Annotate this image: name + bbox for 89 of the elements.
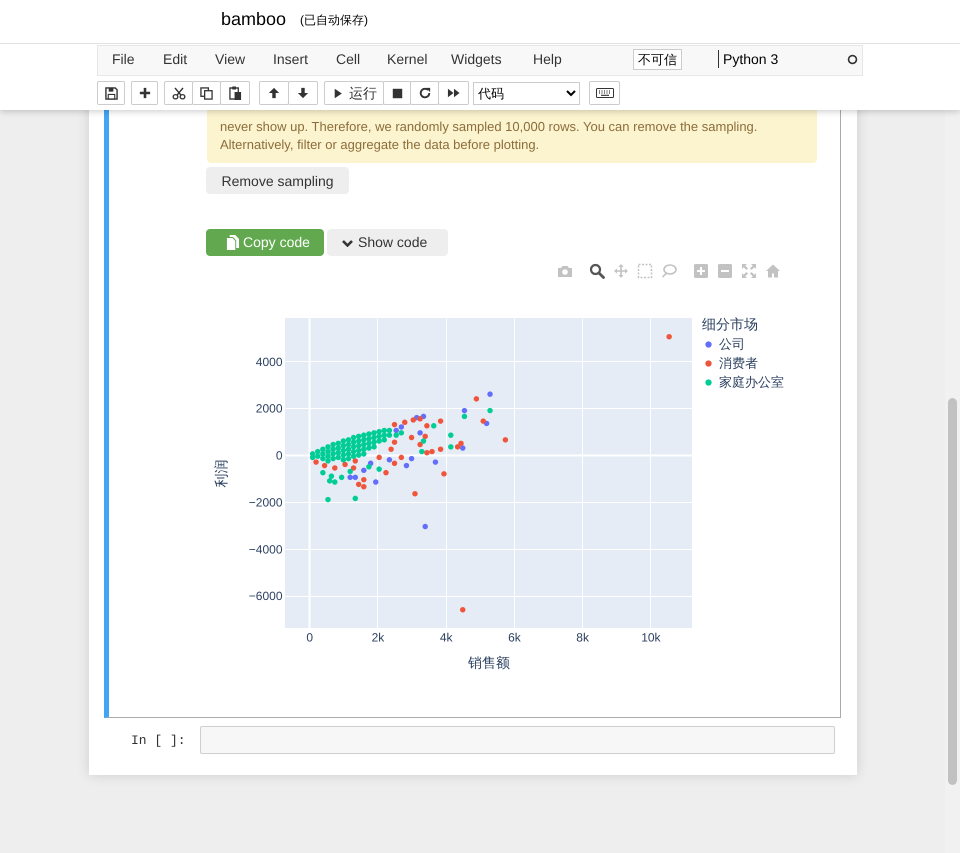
point <box>393 428 399 434</box>
point <box>417 416 423 422</box>
x-tick-label: 0 <box>306 630 314 644</box>
point <box>408 434 414 440</box>
point <box>373 479 378 485</box>
point <box>352 474 358 480</box>
text: Insert <box>273 50 308 68</box>
point <box>388 446 394 452</box>
text: View <box>215 50 246 68</box>
y-tick-label: 2000 <box>256 402 283 416</box>
y-tick-label: 0 <box>276 448 283 463</box>
point <box>356 482 362 488</box>
text: 不可信 <box>633 49 682 70</box>
point <box>322 462 328 468</box>
y-tick-label: −6000 <box>248 589 283 604</box>
point <box>429 448 435 454</box>
legend-label: 家庭办公室 <box>719 374 784 390</box>
point <box>402 420 408 426</box>
point <box>422 434 428 440</box>
point <box>361 476 367 482</box>
point <box>313 459 319 465</box>
text: Cell <box>336 50 360 68</box>
point <box>361 484 367 490</box>
point <box>361 468 367 474</box>
point <box>386 457 392 462</box>
y-tick-label: 4000 <box>256 354 283 369</box>
text: Widgets <box>451 50 502 68</box>
x-tick-label: 8k <box>576 630 590 644</box>
point <box>398 424 404 430</box>
text: 代码 <box>473 82 580 105</box>
y-axis-title: 利润 <box>212 460 229 488</box>
point <box>454 444 460 450</box>
point <box>462 408 468 414</box>
point <box>480 418 486 424</box>
point <box>412 491 418 496</box>
point <box>460 606 466 612</box>
point <box>487 391 493 397</box>
point <box>404 462 410 468</box>
text: Copy code <box>243 234 310 251</box>
text: Alternatively, filter or aggregate the data before plotting. <box>220 136 540 154</box>
legend-label: 公司 <box>719 336 745 352</box>
point <box>474 396 480 402</box>
text: Edit <box>163 50 188 68</box>
point <box>502 437 508 443</box>
point <box>392 460 398 466</box>
point <box>432 459 438 465</box>
text: Remove sampling <box>206 167 349 194</box>
y-tick-label: −2000 <box>248 495 283 510</box>
text: 运行 <box>349 85 377 102</box>
text: bamboo <box>221 9 286 30</box>
point <box>408 456 414 462</box>
point <box>417 430 423 436</box>
point <box>422 524 428 530</box>
point <box>392 439 398 445</box>
point <box>417 442 423 448</box>
point <box>424 423 430 429</box>
point <box>347 474 353 480</box>
point <box>424 450 430 456</box>
x-tick-label: 4k <box>440 630 454 644</box>
point <box>352 458 358 464</box>
x-tick-label: 2k <box>372 630 386 644</box>
point <box>398 454 404 460</box>
text: (已自动保存) <box>300 13 368 28</box>
text: File <box>112 50 135 68</box>
point <box>410 417 416 423</box>
point <box>441 471 447 477</box>
point <box>438 446 444 452</box>
legend-label: 消费者 <box>719 356 758 370</box>
point <box>376 454 382 460</box>
x-axis-title: 销售额 <box>467 654 510 670</box>
text: Kernel <box>387 50 428 68</box>
point <box>383 470 389 476</box>
text: In [ ]: <box>131 733 186 749</box>
legend-title: 细分市场 <box>702 316 758 332</box>
point <box>458 440 464 446</box>
point <box>438 418 444 424</box>
text: never show up. Therefore, we randomly sampled 10,000 rows. You can remove the sampling. <box>220 118 758 136</box>
point <box>460 445 466 451</box>
text: Python 3 <box>718 50 778 68</box>
x-tick-label: 10k <box>641 630 662 644</box>
point <box>342 462 348 468</box>
text: Help <box>533 50 562 68</box>
point <box>350 465 356 471</box>
point <box>332 465 338 471</box>
text: Show code <box>358 234 428 251</box>
point <box>666 334 672 340</box>
y-tick-label: −4000 <box>248 542 283 556</box>
x-tick-label: 6k <box>508 630 522 644</box>
point <box>392 422 398 428</box>
